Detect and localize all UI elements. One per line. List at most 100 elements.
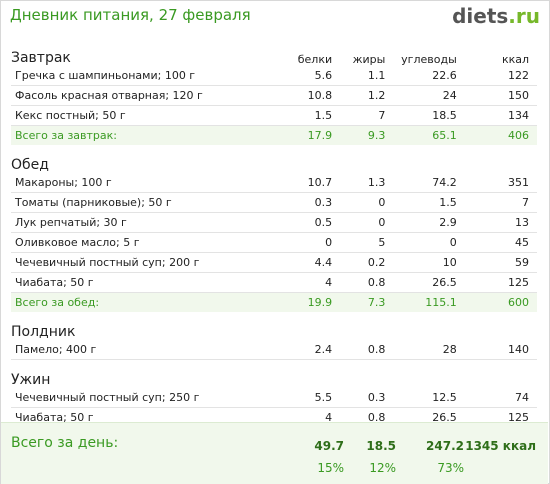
food-carbs: 0 [387, 232, 459, 253]
food-protein: 0 [269, 232, 335, 253]
column-header-carbs [387, 318, 458, 340]
food-row[interactable]: Гречка с шампиньонами; 100 г 5.6 1.1 22.6 12… [11, 66, 537, 86]
meal-total-protein: 19.9 [269, 292, 335, 312]
food-kcal: 351 [458, 173, 537, 193]
meal-total-row: Всего за обед: 19.9 7.3 115.1 600 [11, 292, 537, 312]
food-row[interactable]: Оливковое масло; 5 г 0 5 0 45 [11, 232, 537, 253]
food-protein: 1.5 [269, 105, 335, 126]
food-carbs: 22.6 [387, 66, 459, 86]
column-header-fat [334, 366, 387, 388]
food-name: Кекс постный; 50 г [11, 105, 270, 126]
food-name: Томаты (парниковые); 50 г [11, 192, 270, 213]
food-kcal: 122 [458, 66, 537, 86]
food-row[interactable]: Лук репчатый; 30 г 0.5 0 2.9 13 [11, 212, 537, 233]
meal-title: Завтрак [11, 50, 71, 66]
site-logo[interactable]: diets.ru [452, 4, 540, 28]
meal-total-protein: 17.9 [269, 125, 335, 145]
food-row[interactable]: Чечевичный постный суп; 200 г 4.4 0.2 10 59 [11, 252, 537, 273]
meal-total-fat: 7.3 [334, 292, 388, 312]
food-carbs: 10 [387, 252, 459, 273]
food-kcal: 150 [458, 85, 537, 106]
food-protein: 5.6 [269, 66, 335, 86]
food-row[interactable]: Томаты (парниковые); 50 г 0.3 0 1.5 7 [11, 192, 537, 213]
nutrition-table: Завтрак белки жиры углеводы ккал Гречка с шам… [11, 44, 537, 447]
food-row[interactable]: Макароны; 100 г 10.7 1.3 74.2 351 [11, 173, 537, 193]
food-protein: 0.3 [269, 192, 335, 213]
food-carbs: 28 [387, 340, 459, 360]
column-header-kcal [459, 366, 537, 388]
food-name: Памело; 400 г [11, 340, 270, 360]
column-header-fat: жиры [352, 53, 386, 66]
logo-tld: .ru [508, 4, 540, 28]
food-fat: 5 [334, 232, 388, 253]
food-row[interactable]: Чиабата; 50 г 4 0.8 26.5 125 [11, 272, 537, 293]
day-total-box: Всего за день: 49.7 18.5 247.2 1345 ккал… [1, 422, 548, 484]
food-row[interactable]: Фасоль красная отварная; 120 г 10.8 1.2 24 1… [11, 85, 537, 106]
food-name: Гречка с шампиньонами; 100 г [11, 66, 270, 86]
logo-brand: diets [452, 4, 509, 28]
meal-title: Полдник [11, 324, 76, 340]
column-header-fat [334, 151, 387, 173]
food-kcal: 134 [458, 105, 537, 126]
food-name: Фасоль красная отварная; 120 г [11, 85, 270, 106]
food-fat: 7 [334, 105, 388, 126]
food-protein: 4.4 [269, 252, 335, 273]
column-header-kcal [459, 151, 537, 173]
food-name: Чечевичный постный суп; 250 г [11, 388, 270, 408]
food-protein: 10.7 [269, 173, 335, 193]
meal-header-row: Ужин [11, 366, 537, 388]
day-total-protein: 49.7 [314, 439, 344, 453]
day-total-label: Всего за день: [11, 435, 119, 451]
meal-title: Ужин [11, 372, 51, 388]
food-row[interactable]: Чечевичный постный суп; 250 г 5.5 0.3 12.5 7… [11, 388, 537, 408]
meal-total-kcal: 406 [458, 125, 537, 145]
food-name: Лук репчатый; 30 г [11, 212, 270, 233]
food-carbs: 1.5 [387, 192, 459, 213]
food-fat: 0.8 [334, 340, 388, 360]
food-name: Макароны; 100 г [11, 173, 270, 193]
meal-total-row: Всего за завтрак: 17.9 9.3 65.1 406 [11, 125, 537, 145]
page-title: Дневник питания, 27 февраля [10, 6, 251, 24]
food-fat: 0 [334, 192, 388, 213]
meal-total-label: Всего за обед: [11, 292, 270, 312]
food-fat: 0.3 [334, 388, 388, 408]
column-header-protein [269, 366, 334, 388]
food-protein: 4 [269, 272, 335, 293]
food-name: Чиабата; 50 г [11, 272, 270, 293]
food-fat: 1.1 [334, 66, 388, 86]
day-pct-fat: 12% [369, 461, 396, 475]
food-kcal: 59 [458, 252, 537, 273]
column-header-carbs: углеводы [401, 53, 457, 66]
food-protein: 5.5 [269, 388, 335, 408]
food-kcal: 7 [458, 192, 537, 213]
food-protein: 0.5 [269, 212, 335, 233]
column-header-protein [269, 318, 334, 340]
food-protein: 2.4 [269, 340, 335, 360]
food-protein: 10.8 [269, 85, 335, 106]
food-kcal: 140 [458, 340, 537, 360]
meal-header-row: Завтрак белки жиры углеводы ккал [11, 44, 537, 66]
food-fat: 1.3 [334, 173, 388, 193]
column-header-carbs [387, 151, 458, 173]
food-fat: 1.2 [334, 85, 388, 106]
column-header-protein: белки [297, 53, 333, 66]
meal-total-carbs: 65.1 [387, 125, 459, 145]
food-name: Оливковое масло; 5 г [11, 232, 270, 253]
food-carbs: 12.5 [387, 388, 459, 408]
food-row[interactable]: Памело; 400 г 2.4 0.8 28 140 [11, 340, 537, 360]
food-fat: 0.8 [334, 272, 388, 293]
day-total-carbs: 247.2 [426, 439, 464, 453]
day-pct-protein: 15% [317, 461, 344, 475]
food-kcal: 45 [458, 232, 537, 253]
column-header-fat [334, 318, 387, 340]
food-row[interactable]: Кекс постный; 50 г 1.5 7 18.5 134 [11, 105, 537, 126]
food-carbs: 74.2 [387, 173, 459, 193]
food-name: Чечевичный постный суп; 200 г [11, 252, 270, 273]
food-kcal: 125 [458, 272, 537, 293]
food-kcal: 74 [458, 388, 537, 408]
food-carbs: 26.5 [387, 272, 459, 293]
meal-header-row: Полдник [11, 318, 537, 340]
meal-header-row: Обед [11, 151, 537, 173]
meal-total-carbs: 115.1 [387, 292, 459, 312]
food-fat: 0 [334, 212, 388, 233]
